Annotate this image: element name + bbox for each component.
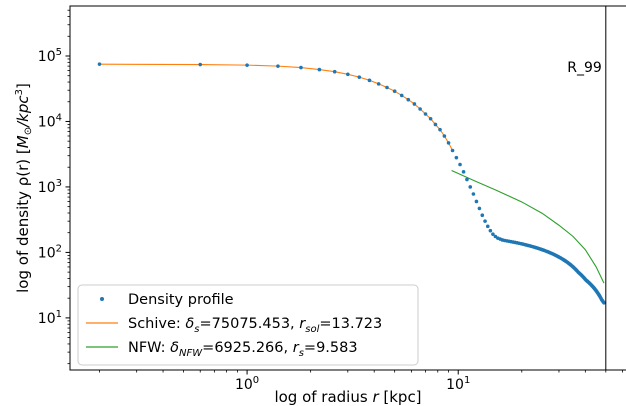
- data-point: [485, 224, 490, 229]
- data-point: [97, 62, 102, 66]
- data-point: [412, 102, 417, 106]
- reference-line-group: R_99: [567, 6, 607, 370]
- legend-label-0: Density profile: [128, 292, 234, 308]
- data-point: [602, 301, 606, 305]
- legend-box: [77, 284, 419, 366]
- data-point: [488, 228, 493, 233]
- data-point: [276, 64, 280, 68]
- x-axis-label: log of radius r [kpc]: [274, 388, 421, 406]
- plot-frame: [69, 5, 626, 371]
- data-point: [438, 127, 442, 132]
- legend: Density profile Schive: δs=75075.453, rso…: [77, 284, 419, 366]
- data-point: [450, 148, 455, 153]
- data-point: [357, 75, 362, 79]
- data-point: [385, 85, 389, 90]
- data-point: [428, 116, 433, 121]
- data-point: [483, 219, 487, 223]
- y-axis-label: log of density ρ(r) [M⊙/kpc3]: [14, 83, 34, 293]
- data-point: [367, 78, 372, 83]
- data-point: [454, 155, 459, 160]
- data-point: [406, 97, 411, 102]
- data-point: [346, 72, 350, 77]
- x-tick-label: 100: [235, 375, 259, 393]
- series-line-2: [451, 170, 605, 284]
- data-point: [423, 112, 428, 116]
- data-point: [465, 177, 469, 182]
- y-tick-label: 104: [38, 112, 62, 130]
- r99-annotation: R_99: [567, 60, 602, 76]
- y-tick-label: 105: [38, 47, 62, 65]
- data-point: [399, 93, 404, 98]
- y-tick-label: 102: [38, 243, 62, 261]
- plot-series: [97, 62, 606, 305]
- data-point: [392, 89, 397, 93]
- data-point: [245, 63, 249, 67]
- data-point: [461, 170, 466, 174]
- data-point: [471, 192, 476, 196]
- legend-label-1: Schive: δs=75075.453, rsol=13.723: [128, 316, 382, 335]
- data-point: [299, 65, 303, 70]
- data-point: [480, 213, 485, 218]
- data-point: [446, 141, 451, 145]
- data-point: [332, 69, 337, 74]
- data-point: [198, 62, 203, 67]
- data-point: [474, 199, 479, 204]
- data-point: [458, 162, 462, 167]
- tick-labels: 100 101 101 102 103 104 105: [38, 47, 471, 393]
- data-point: [433, 122, 438, 127]
- data-point: [477, 206, 482, 211]
- data-point: [442, 134, 447, 138]
- y-tick-label: 103: [38, 178, 62, 196]
- x-tick-label: 101: [446, 375, 470, 393]
- data-point: [468, 185, 473, 189]
- data-point: [376, 82, 381, 86]
- y-tick-label: 101: [38, 309, 62, 327]
- legend-marker-0: [100, 297, 104, 301]
- data-point: [317, 67, 322, 72]
- data-point: [491, 232, 495, 236]
- data-point: [418, 107, 422, 111]
